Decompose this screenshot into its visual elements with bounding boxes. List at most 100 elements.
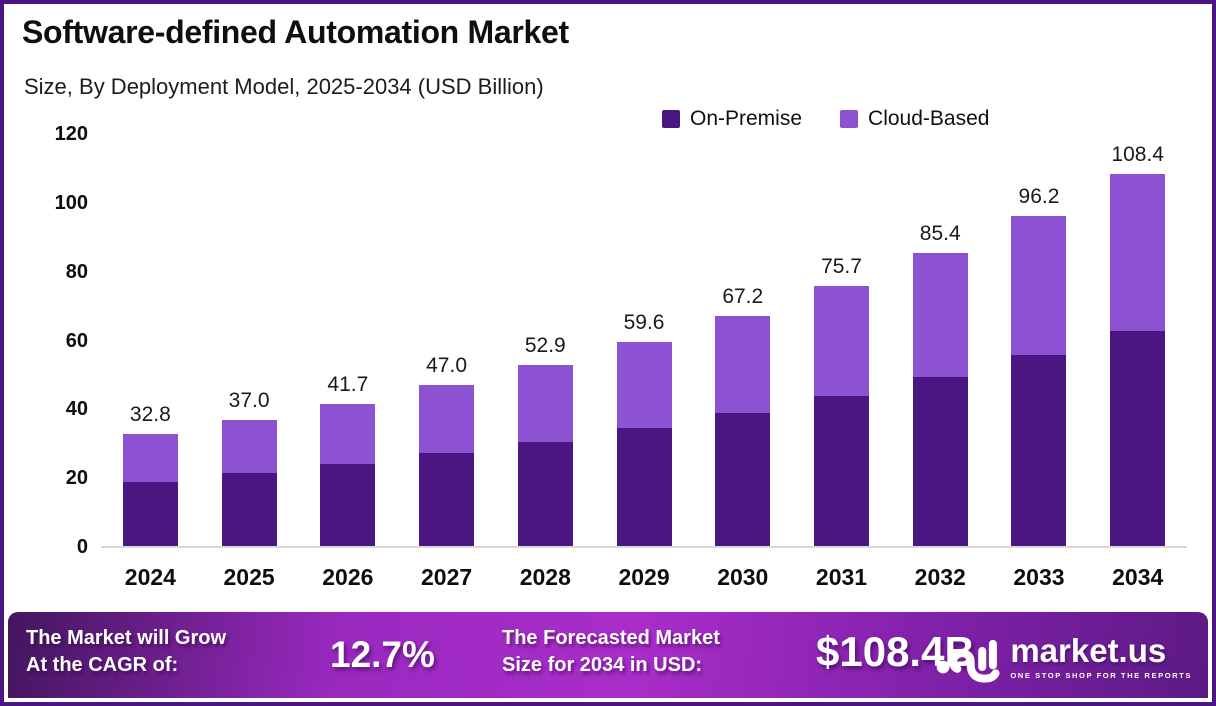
forecast-label: The Forecasted Market Size for 2034 in U…	[502, 625, 720, 679]
cagr-label-line2: At the CAGR of:	[26, 654, 179, 676]
legend-swatch-icon	[840, 110, 859, 128]
x-axis-label-2026: 2026	[322, 564, 374, 590]
bar-total-label-2029: 59.6	[623, 310, 665, 334]
bar-segment-on-premise-2027	[419, 453, 475, 547]
bars-container: 32.8 37.0 41.7 47.0 52.9 59.6 67.2 75.7 85.4 96.2…	[101, 134, 1187, 547]
bar-segment-on-premise-2033	[1011, 355, 1067, 547]
cagr-value: 12.7%	[330, 634, 435, 675]
bar-group-2027: 47.0	[397, 134, 496, 547]
bar-total-label-2031: 75.7	[821, 255, 862, 279]
page-title: Software-defined Automation Market	[22, 14, 569, 50]
y-axis-labels: 0 20 40 60 80 100 120	[14, 123, 88, 558]
legend-item-on-premise: On-Premise	[662, 107, 802, 131]
bar-group-2031: 75.7	[792, 134, 891, 547]
bar-2026	[320, 403, 376, 547]
bar-group-2030: 67.2	[693, 134, 792, 547]
bar-2025	[221, 419, 277, 547]
bar-2029	[616, 341, 672, 547]
bar-group-2024: 32.8	[101, 134, 200, 547]
bar-segment-on-premise-2026	[320, 464, 376, 547]
bar-total-label-2026: 41.7	[327, 372, 369, 396]
bar-total-label-2034: 108.4	[1111, 142, 1164, 166]
x-axis-label-2027: 2027	[420, 564, 473, 590]
bar-2024	[122, 434, 178, 547]
bar-segment-on-premise-2032	[912, 376, 968, 547]
bar-total-label-2032: 85.4	[919, 222, 961, 246]
bar-segment-cloud-based-2033	[1011, 215, 1067, 356]
footer-banner: The Market will Grow At the CAGR of: 12.…	[8, 612, 1208, 698]
bar-segment-cloud-based-2034	[1110, 173, 1166, 332]
bar-group-2033: 96.2	[990, 134, 1089, 547]
bar-group-2028: 52.9	[496, 134, 595, 547]
bar-segment-cloud-based-2031	[814, 286, 869, 397]
forecast-label-line1: The Forecasted Market	[502, 627, 720, 649]
y-axis-tick-20: 20	[65, 467, 88, 490]
bar-segment-cloud-based-2028	[517, 364, 573, 443]
y-axis-tick-100: 100	[54, 191, 88, 214]
x-axis-label-2032: 2032	[914, 564, 966, 590]
x-axis-label-2024: 2024	[124, 564, 176, 590]
bar-segment-on-premise-2031	[814, 396, 869, 547]
bar-group-2032: 85.4	[891, 134, 990, 547]
x-axis-label-2025: 2025	[223, 564, 275, 590]
bar-2028	[517, 364, 573, 547]
y-axis-tick-80: 80	[65, 260, 88, 283]
bar-group-2034: 108.4	[1088, 134, 1187, 547]
forecast-label-line2: Size for 2034 in USD:	[502, 654, 703, 676]
brand-text-block: market.us ONE STOP SHOP FOR THE REPORTS	[1010, 634, 1192, 680]
bar-segment-on-premise-2028	[517, 442, 573, 547]
x-axis-label-2029: 2029	[618, 564, 670, 590]
bar-total-label-2027: 47.0	[426, 354, 467, 378]
bar-segment-on-premise-2025	[221, 473, 277, 547]
bar-segment-cloud-based-2024	[122, 434, 178, 482]
market-us-logo-icon	[937, 639, 1000, 683]
x-axis-label-2028: 2028	[519, 564, 571, 590]
bar-total-label-2028: 52.9	[524, 333, 566, 357]
bar-segment-cloud-based-2026	[320, 403, 376, 465]
brand-name: market.us	[1010, 632, 1167, 670]
y-axis-tick-40: 40	[65, 398, 88, 421]
bar-total-label-2033: 96.2	[1018, 184, 1060, 208]
bar-2034	[1110, 173, 1166, 547]
brand-tagline: ONE STOP SHOP FOR THE REPORTS	[1010, 671, 1192, 681]
bar-group-2029: 59.6	[595, 134, 694, 547]
y-axis-tick-60: 60	[65, 329, 88, 352]
bar-2033	[1011, 215, 1067, 547]
bar-2031	[814, 286, 869, 547]
bar-2027	[419, 385, 475, 547]
market-us-logo: market.us ONE STOP SHOP FOR THE REPORTS	[936, 629, 1192, 685]
x-axis-label-2030: 2030	[717, 564, 769, 590]
bar-2030	[715, 315, 771, 547]
bar-segment-cloud-based-2032	[912, 253, 968, 377]
x-axis-label-2034: 2034	[1112, 564, 1164, 590]
chart-subtitle: Size, By Deployment Model, 2025-2034 (US…	[24, 74, 544, 99]
cagr-label-line1: The Market will Grow	[26, 627, 227, 649]
bar-segment-cloud-based-2029	[616, 341, 672, 429]
bar-group-2025: 37.0	[200, 134, 299, 547]
bar-segment-cloud-based-2027	[419, 385, 475, 454]
bar-segment-cloud-based-2030	[715, 315, 771, 414]
y-axis-tick-0: 0	[76, 536, 88, 558]
legend-label: On-Premise	[690, 107, 803, 130]
chart-legend: On-Premise Cloud-Based	[662, 107, 989, 131]
bar-segment-on-premise-2030	[715, 413, 771, 547]
x-axis-labels: 2024 2025 2026 2027 2028 2029 2030 2031 2032 2033…	[101, 564, 1187, 591]
legend-item-cloud-based: Cloud-Based	[840, 107, 989, 131]
bar-total-label-2030: 67.2	[722, 284, 764, 308]
x-axis-line	[101, 546, 1187, 548]
bar-group-2026: 41.7	[298, 134, 397, 547]
bar-2032	[912, 253, 968, 547]
cagr-label: The Market will Grow At the CAGR of:	[26, 625, 226, 679]
bar-segment-on-premise-2029	[616, 428, 672, 547]
y-axis-tick-120: 120	[54, 123, 88, 145]
bar-segment-cloud-based-2025	[221, 419, 277, 474]
bar-segment-on-premise-2034	[1110, 331, 1166, 547]
bar-total-label-2025: 37.0	[228, 388, 270, 412]
x-axis-label-2033: 2033	[1013, 564, 1065, 590]
legend-swatch-icon	[662, 110, 680, 128]
x-axis-label-2031: 2031	[815, 564, 868, 590]
legend-label: Cloud-Based	[868, 107, 990, 130]
bar-segment-on-premise-2024	[122, 481, 178, 547]
bar-total-label-2024: 32.8	[129, 403, 171, 427]
